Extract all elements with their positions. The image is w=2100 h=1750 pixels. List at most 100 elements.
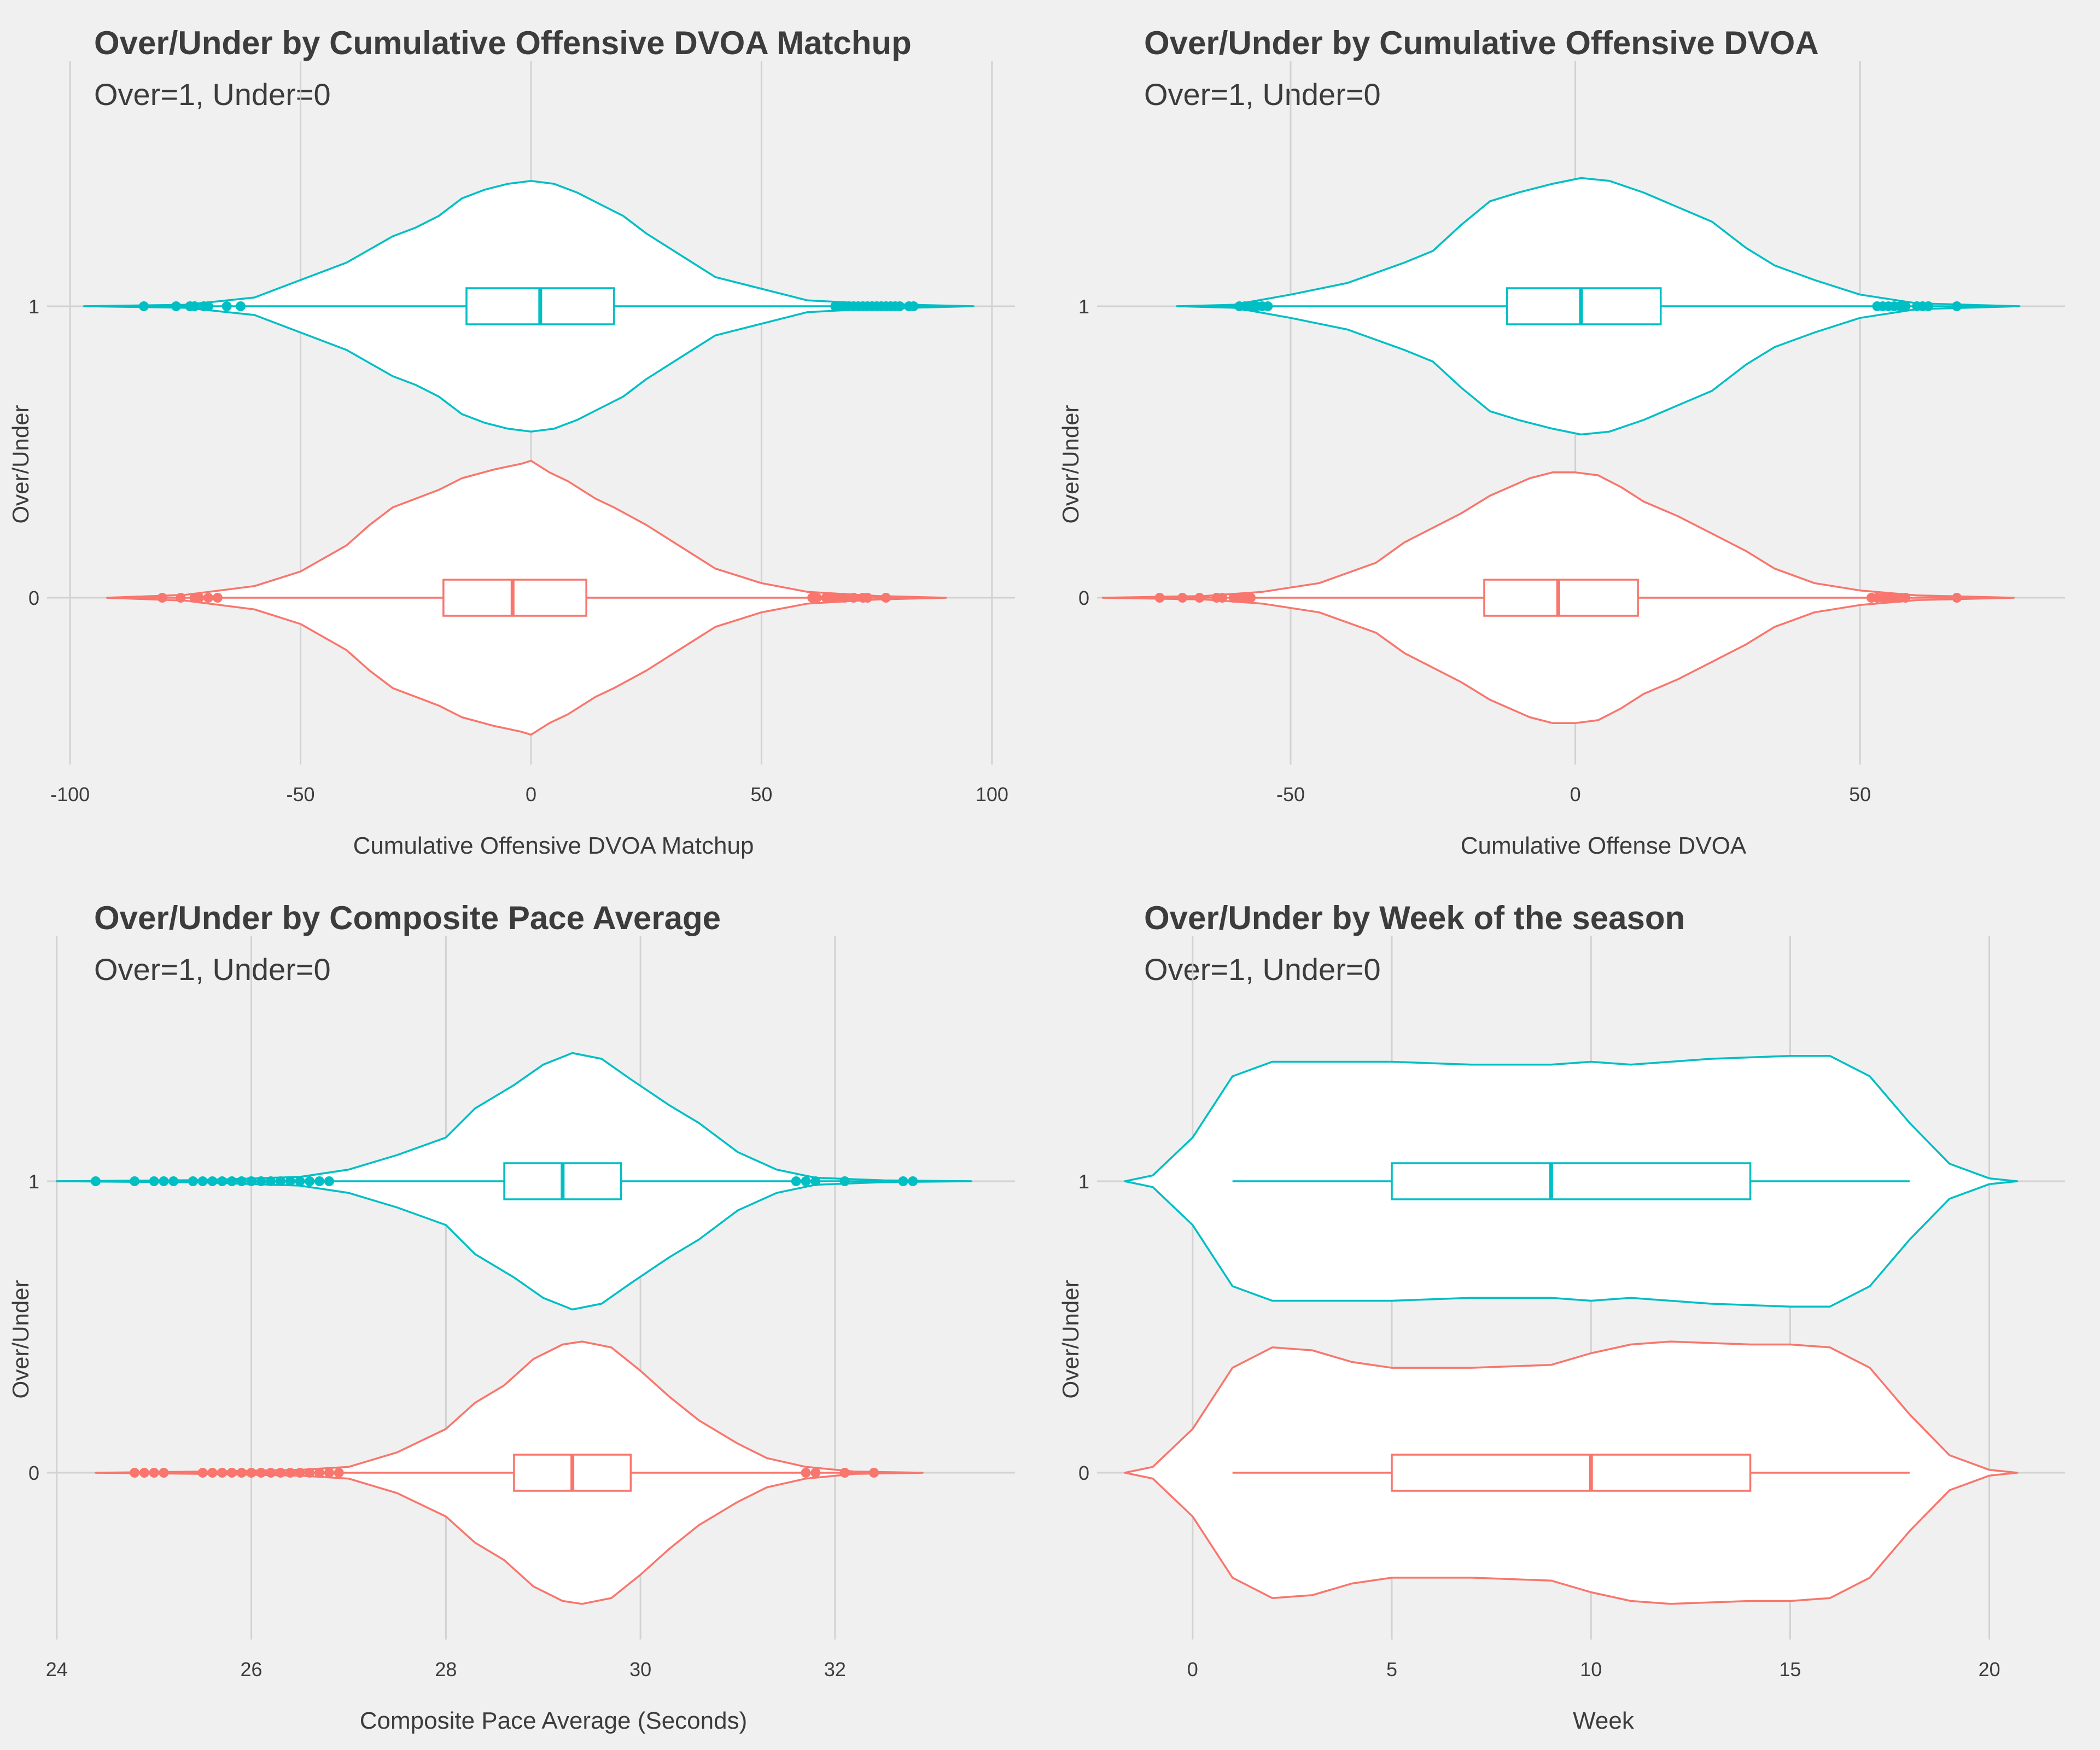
x-axis-label: Cumulative Offense DVOA (1460, 832, 1747, 859)
outlier-point (1246, 593, 1256, 603)
outlier-point (275, 1176, 285, 1186)
chart-title: Over/Under by Cumulative Offensive DVOA … (94, 25, 912, 61)
series-1 (1176, 177, 2021, 436)
outliers-0 (157, 593, 891, 603)
outlier-point (236, 301, 246, 311)
series-0 (1124, 1340, 2019, 1605)
outlier-point (188, 1176, 198, 1186)
outlier-point (197, 1468, 208, 1478)
outlier-point (90, 1176, 101, 1186)
x-tick-labels: -50 0 50 (1276, 783, 1871, 806)
x-tick-label: -100 (50, 783, 90, 806)
series-1 (56, 1052, 972, 1311)
outlier-point (139, 301, 149, 311)
violin-plot: -100 -50 0 50 100 01 (28, 61, 1015, 806)
outlier-point (159, 1176, 169, 1186)
outlier-point (236, 1468, 247, 1478)
x-tick-label: 28 (435, 1658, 457, 1681)
y-tick-label: 0 (28, 587, 39, 609)
outlier-point (246, 1468, 256, 1478)
chart-title: Over/Under by Composite Pace Average (94, 900, 721, 936)
series-0 (1101, 471, 2015, 724)
outlier-point (212, 593, 223, 603)
outlier-point (226, 1176, 237, 1186)
outlier-point (217, 1468, 228, 1478)
x-tick-label: 50 (750, 783, 772, 806)
x-tick-label: 26 (241, 1658, 262, 1681)
outlier-point (221, 301, 232, 311)
x-tick-labels: -100 -50 0 50 100 (50, 783, 1008, 806)
outlier-point (869, 1468, 879, 1478)
x-tick-label: 0 (1570, 783, 1581, 806)
y-tick-labels: 01 (1078, 1170, 1089, 1484)
chart-subtitle: Over=1, Under=0 (1144, 77, 1381, 112)
outlier-point (898, 1176, 908, 1186)
outliers-0 (1154, 593, 1962, 603)
outlier-point (1900, 593, 1911, 603)
y-tick-labels: 01 (28, 1170, 39, 1484)
series-1 (1124, 1055, 2019, 1308)
outlier-point (791, 1176, 801, 1186)
outlier-point (314, 1468, 325, 1478)
y-tick-label: 1 (28, 1170, 39, 1193)
x-tick-label: 50 (1849, 783, 1871, 806)
outlier-point (1194, 593, 1205, 603)
y-tick-label: 0 (28, 1462, 39, 1484)
series-0 (106, 459, 947, 736)
box-1 (1506, 287, 1662, 325)
outliers-1 (1234, 301, 1962, 311)
outlier-point (1154, 593, 1165, 603)
outlier-point (324, 1468, 334, 1478)
x-tick-labels: 24 26 28 30 32 (46, 1658, 846, 1681)
x-tick-label: 20 (1979, 1658, 2000, 1681)
outlier-point (275, 1468, 285, 1478)
outlier-point (334, 1468, 344, 1478)
outlier-point (236, 1176, 247, 1186)
y-tick-labels: 01 (28, 295, 39, 609)
outlier-point (862, 593, 873, 603)
x-axis-label: Composite Pace Average (Seconds) (359, 1707, 748, 1734)
outlier-point (1263, 301, 1273, 311)
y-tick-label: 0 (1078, 1462, 1089, 1484)
y-tick-label: 1 (1078, 1170, 1089, 1193)
y-tick-labels: 01 (1078, 295, 1089, 609)
outlier-point (203, 593, 213, 603)
outlier-point (157, 593, 167, 603)
outlier-point (285, 1176, 295, 1186)
outlier-point (810, 1176, 821, 1186)
x-tick-label: 30 (629, 1658, 651, 1681)
outlier-point (130, 1468, 140, 1478)
x-tick-label: 32 (824, 1658, 846, 1681)
outlier-point (203, 301, 213, 311)
outlier-point (246, 1176, 256, 1186)
outlier-point (266, 1468, 276, 1478)
outlier-point (285, 1468, 295, 1478)
outlier-point (1217, 593, 1228, 603)
x-tick-label: 0 (1187, 1658, 1198, 1681)
y-tick-label: 1 (1078, 295, 1089, 318)
x-tick-label: -50 (1276, 783, 1305, 806)
outlier-point (217, 1176, 228, 1186)
outlier-point (895, 301, 905, 311)
outlier-point (295, 1176, 305, 1186)
outlier-point (266, 1176, 276, 1186)
y-tick-label: 0 (1078, 587, 1089, 609)
outlier-point (189, 301, 200, 311)
outlier-point (801, 1468, 811, 1478)
outlier-point (839, 1176, 850, 1186)
outliers-0 (130, 1468, 879, 1478)
outlier-point (839, 593, 850, 603)
outlier-point (801, 1176, 811, 1186)
outlier-point (171, 301, 181, 311)
box-1 (1391, 1162, 1752, 1200)
x-tick-label: 5 (1386, 1658, 1397, 1681)
outlier-point (881, 593, 891, 603)
outlier-point (168, 1176, 179, 1186)
series-0 (95, 1340, 924, 1605)
chart-subtitle: Over=1, Under=0 (94, 77, 331, 112)
box-0 (1391, 1454, 1752, 1492)
outlier-point (1177, 593, 1188, 603)
chart-subtitle: Over=1, Under=0 (1144, 952, 1381, 987)
x-tick-label: 15 (1779, 1658, 1801, 1681)
